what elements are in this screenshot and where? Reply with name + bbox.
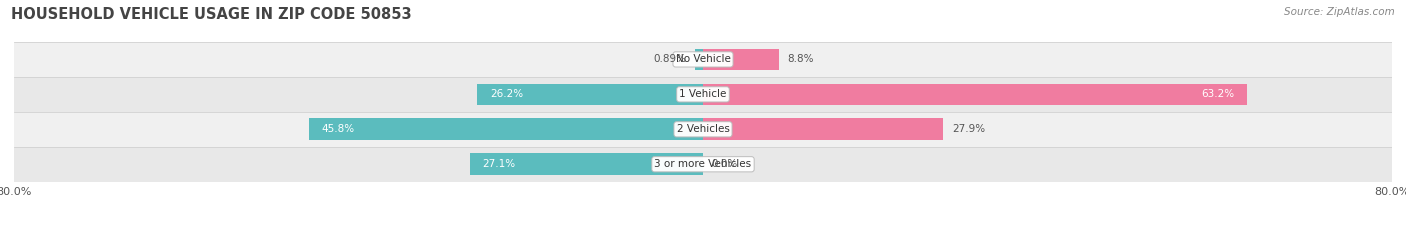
- Bar: [14, 42, 1392, 77]
- Text: 63.2%: 63.2%: [1201, 89, 1234, 99]
- Bar: [696, 49, 703, 70]
- Bar: [703, 84, 1247, 105]
- Text: 27.1%: 27.1%: [482, 159, 516, 169]
- Bar: [703, 49, 779, 70]
- Bar: [703, 118, 943, 140]
- Text: 0.89%: 0.89%: [654, 55, 686, 64]
- Text: 8.8%: 8.8%: [787, 55, 814, 64]
- Text: 27.9%: 27.9%: [952, 124, 986, 134]
- Bar: [470, 154, 703, 175]
- Text: 3 or more Vehicles: 3 or more Vehicles: [654, 159, 752, 169]
- Bar: [14, 77, 1392, 112]
- Bar: [308, 118, 703, 140]
- Bar: [14, 112, 1392, 147]
- Text: 2 Vehicles: 2 Vehicles: [676, 124, 730, 134]
- Text: Source: ZipAtlas.com: Source: ZipAtlas.com: [1284, 7, 1395, 17]
- Text: 26.2%: 26.2%: [491, 89, 523, 99]
- Text: 0.0%: 0.0%: [711, 159, 738, 169]
- Text: HOUSEHOLD VEHICLE USAGE IN ZIP CODE 50853: HOUSEHOLD VEHICLE USAGE IN ZIP CODE 5085…: [11, 7, 412, 22]
- Text: 1 Vehicle: 1 Vehicle: [679, 89, 727, 99]
- Text: No Vehicle: No Vehicle: [675, 55, 731, 64]
- Bar: [478, 84, 703, 105]
- Text: 45.8%: 45.8%: [322, 124, 354, 134]
- Bar: [14, 147, 1392, 182]
